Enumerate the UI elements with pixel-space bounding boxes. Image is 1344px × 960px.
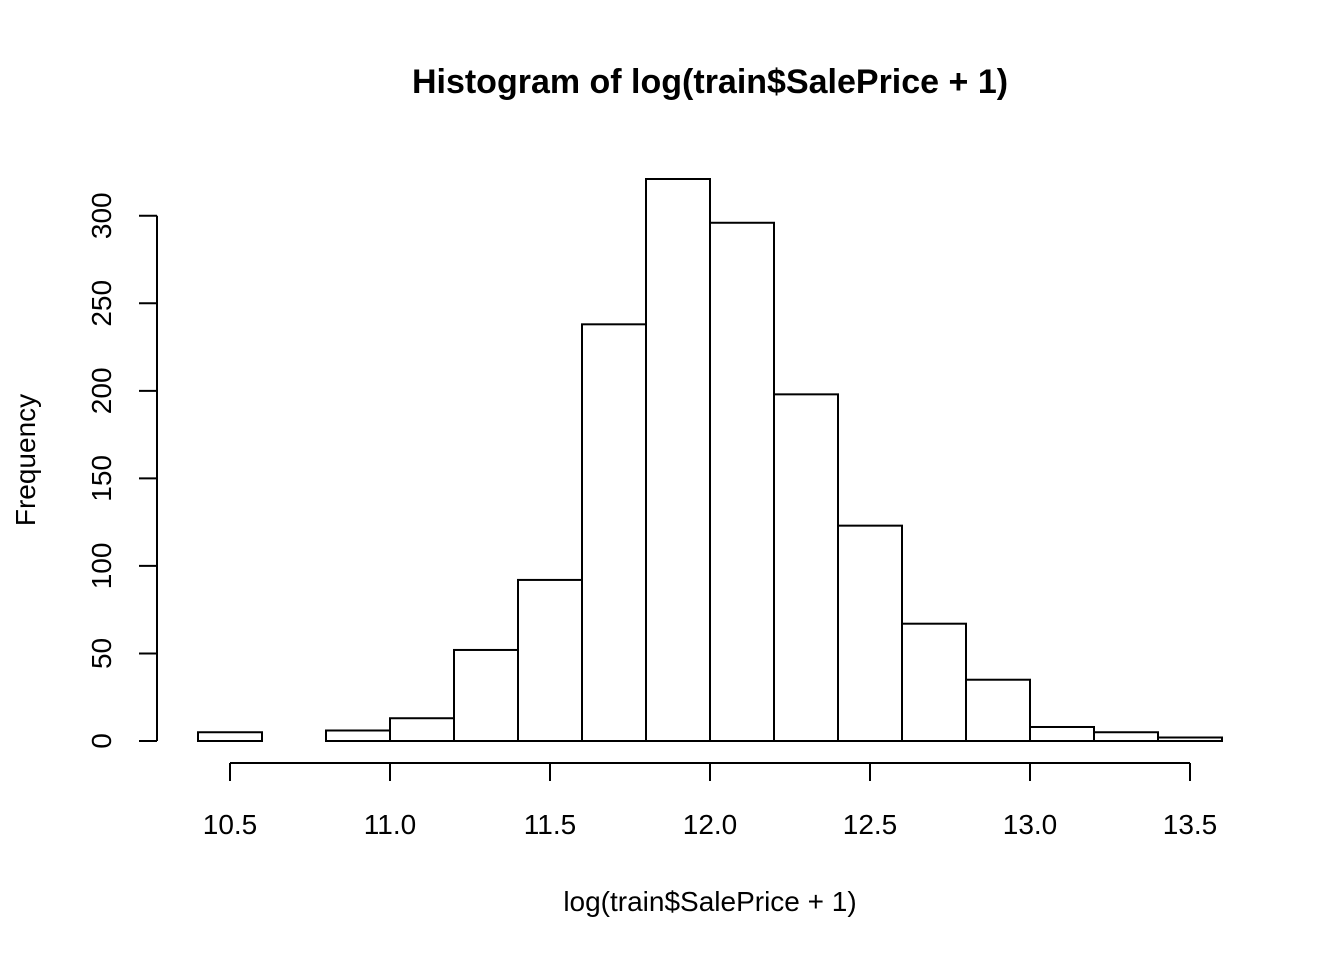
histogram-bar-15 [1157, 736, 1223, 742]
bars-group [197, 178, 1223, 743]
histogram-bar-8 [709, 221, 775, 742]
y-tick-label: 50 [86, 638, 117, 669]
y-tick-label: 0 [86, 733, 117, 749]
histogram-bar-11 [901, 622, 967, 742]
y-tick-label: 250 [86, 280, 117, 327]
histogram-bar-7 [645, 178, 711, 742]
y-tick-label: 200 [86, 367, 117, 414]
x-tick-label: 11.5 [524, 809, 576, 840]
x-tick-label: 12.0 [683, 809, 738, 840]
histogram-bar-5 [517, 578, 583, 742]
x-axis-label: log(train$SalePrice + 1) [563, 886, 856, 917]
x-tick-label: 12.5 [843, 809, 898, 840]
chart-title: Histogram of log(train$SalePrice + 1) [412, 63, 1008, 101]
histogram-bar-2 [325, 729, 391, 742]
y-axis: 0 50 100 150 200 250 300 [86, 192, 158, 749]
histogram-bar-12 [965, 678, 1031, 742]
x-tick-label: 13.0 [1003, 809, 1058, 840]
histogram-bar-0 [197, 731, 263, 742]
histogram-bar-4 [453, 648, 519, 742]
x-axis: 10.5 11.0 11.5 12.0 12.5 13.0 13.5 [203, 762, 1218, 840]
x-tick-label: 11.0 [364, 809, 416, 840]
histogram-bar-13 [1029, 725, 1095, 743]
y-tick-label: 100 [86, 543, 117, 590]
y-axis-label: Frequency [10, 394, 41, 526]
x-tick-label: 10.5 [203, 809, 258, 840]
histogram-bar-14 [1093, 731, 1159, 742]
y-tick-label: 150 [86, 455, 117, 502]
histogram-bar-3 [389, 717, 455, 742]
histogram-bar-9 [773, 393, 839, 742]
y-tick-label: 300 [86, 192, 117, 239]
histogram-bar-10 [837, 524, 903, 743]
x-tick-label: 13.5 [1163, 809, 1218, 840]
histogram-bar-6 [581, 323, 647, 742]
